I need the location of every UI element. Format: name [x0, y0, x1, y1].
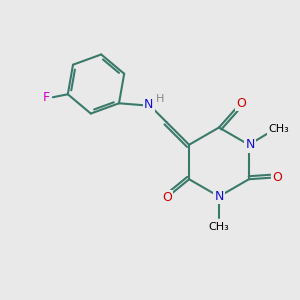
Text: N: N: [214, 190, 224, 203]
Text: O: O: [272, 171, 282, 184]
Text: F: F: [43, 91, 50, 104]
Text: O: O: [236, 97, 246, 110]
Text: N: N: [246, 138, 255, 151]
Text: CH₃: CH₃: [268, 124, 289, 134]
Text: N: N: [144, 98, 153, 111]
Text: H: H: [155, 94, 164, 104]
Text: CH₃: CH₃: [208, 221, 230, 232]
Text: O: O: [162, 191, 172, 204]
